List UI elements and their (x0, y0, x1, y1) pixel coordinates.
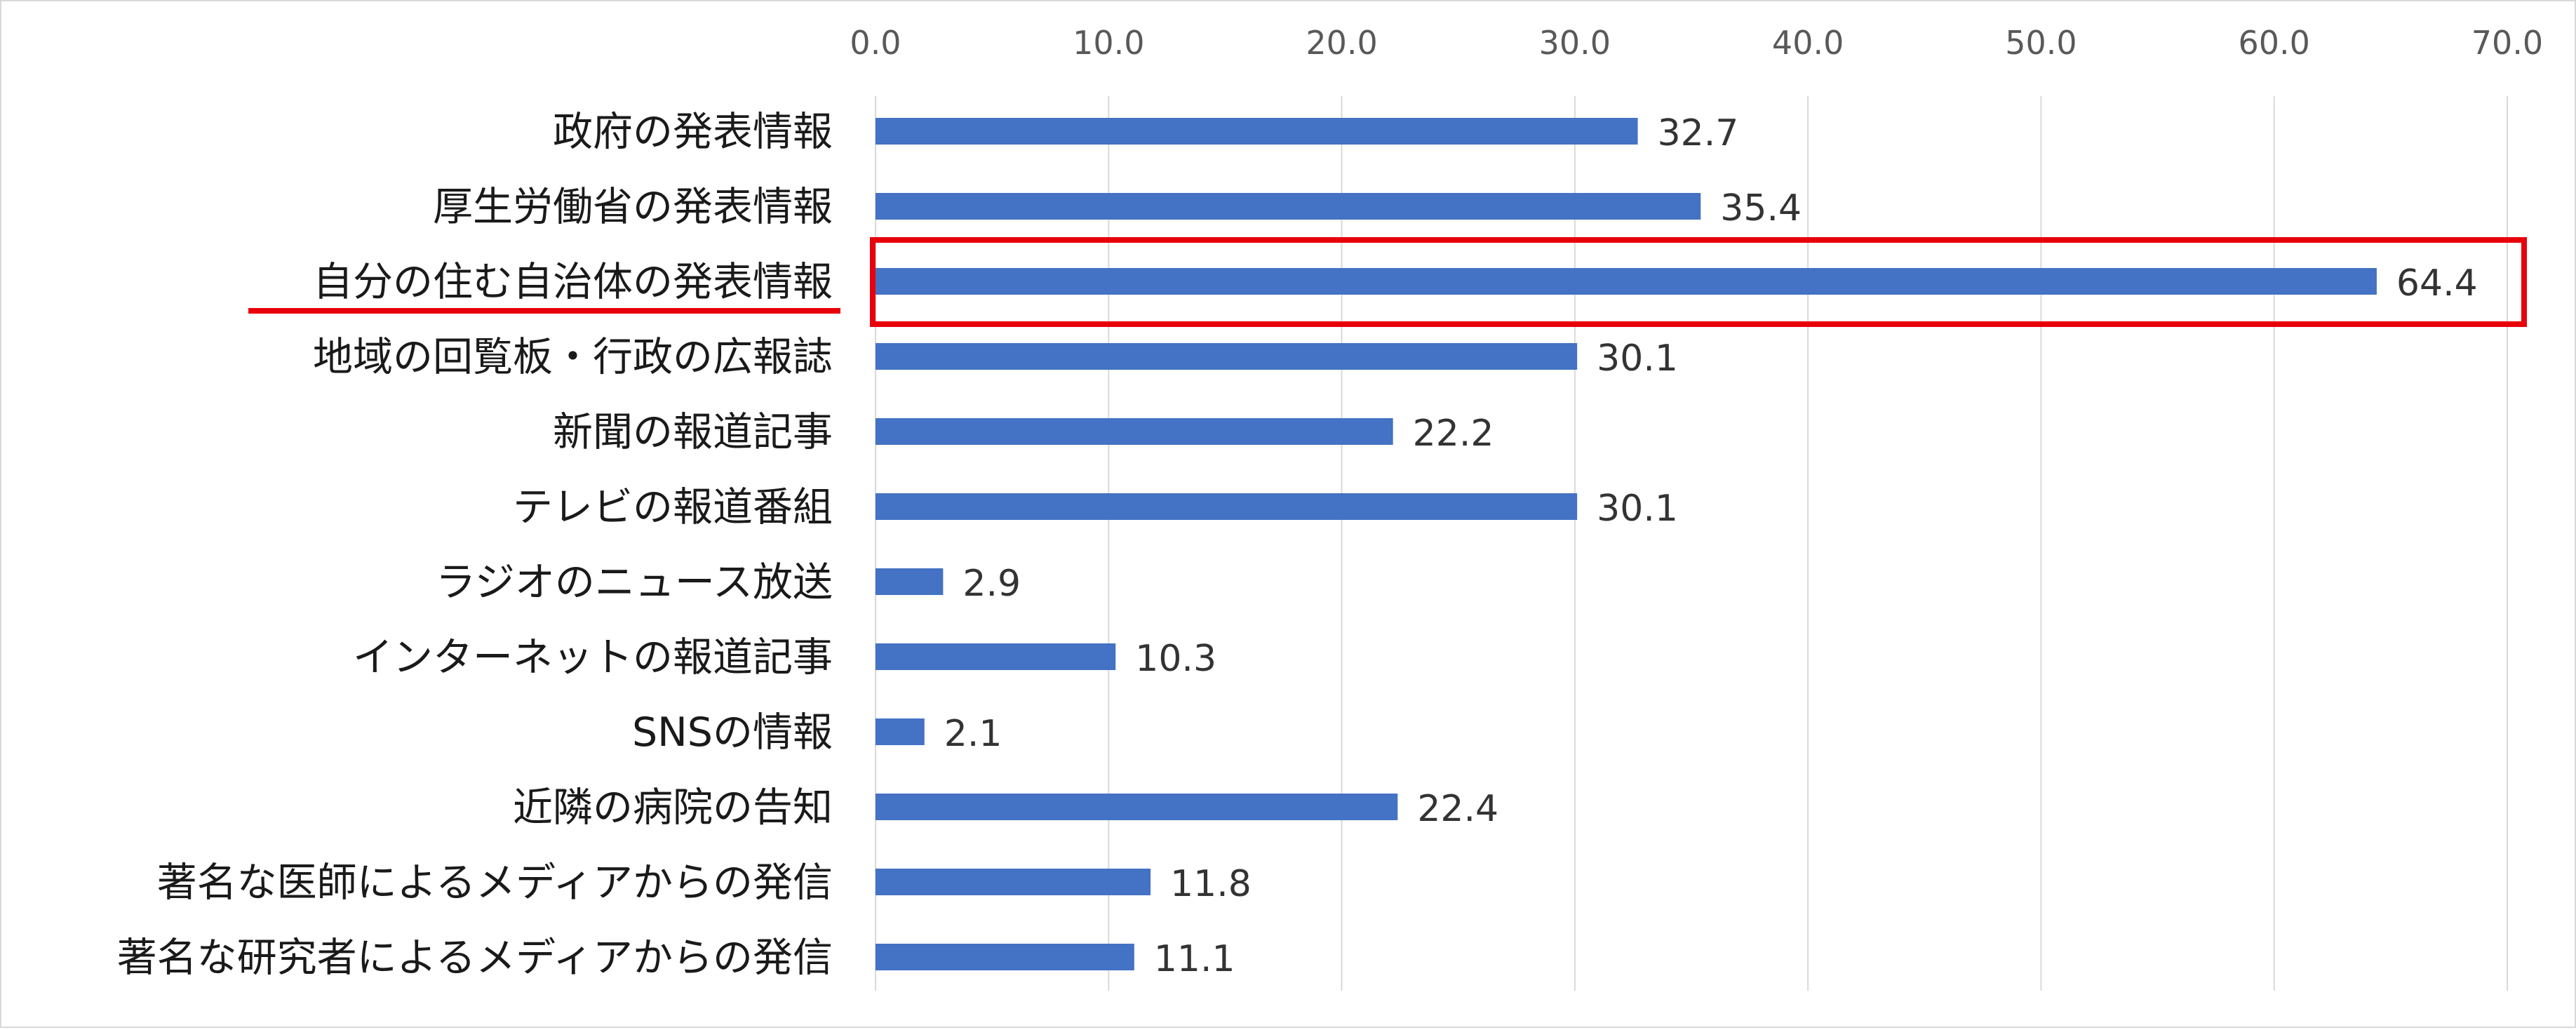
value-labels: 32.7 35.4 64.4 30.1 22.2 30.1 2.9 10.3 2.1 22.4 11… (944, 112, 2478, 980)
category-label: 自分の住む自治体の発表情報 (313, 259, 833, 305)
bars (876, 118, 2377, 970)
category-label: 地域の回覧板・行政の広報誌 (313, 334, 833, 380)
bar (876, 193, 1701, 220)
x-tick-label: 30.0 (1539, 24, 1611, 62)
value-label: 22.2 (1413, 413, 1494, 455)
category-label: 著名な研究者によるメディアからの発信 (117, 935, 833, 981)
value-label: 22.4 (1417, 788, 1498, 830)
x-axis-ticks: 0.0 10.0 20.0 30.0 40.0 50.0 60.0 70.0 (850, 24, 2543, 62)
value-label: 30.1 (1597, 488, 1678, 530)
x-tick-label: 0.0 (850, 24, 901, 62)
value-label: 11.8 (1170, 863, 1252, 905)
value-label: 2.1 (944, 713, 1002, 755)
gridlines (875, 96, 2508, 991)
category-label: テレビの報道番組 (513, 484, 833, 530)
category-label: 近隣の病院の告知 (513, 784, 833, 831)
highlight-box (870, 237, 2527, 327)
bar (876, 568, 944, 595)
value-label: 35.4 (1720, 187, 1802, 229)
value-label: 11.1 (1154, 938, 1235, 980)
x-tick-label: 10.0 (1073, 24, 1144, 62)
category-label: SNSの情報 (632, 709, 833, 756)
highlight-annotation (248, 237, 2527, 327)
x-tick-label: 40.0 (1772, 24, 1844, 62)
bar (876, 493, 1578, 520)
bar (876, 718, 925, 745)
bar (876, 643, 1116, 670)
category-labels: 政府の発表情報厚生労働省の発表情報自分の住む自治体の発表情報地域の回覧板・行政の… (117, 109, 833, 981)
value-label: 64.4 (2396, 262, 2478, 305)
category-label: 新聞の報道記事 (553, 409, 833, 455)
x-tick-label: 60.0 (2239, 24, 2310, 62)
bar (876, 343, 1578, 370)
category-label: 著名な医師によるメディアからの発信 (157, 860, 833, 906)
x-tick-label: 70.0 (2471, 24, 2543, 62)
x-tick-label: 50.0 (2005, 24, 2077, 62)
bar (876, 944, 1134, 970)
category-label: ラジオのニュース放送 (436, 559, 833, 606)
bar (876, 418, 1393, 445)
bar (876, 268, 2377, 295)
category-label: 政府の発表情報 (553, 109, 833, 155)
bar (876, 118, 1638, 145)
value-label: 32.7 (1658, 112, 1739, 154)
value-label: 2.9 (962, 563, 1021, 605)
x-tick-label: 20.0 (1306, 24, 1377, 62)
value-label: 30.1 (1597, 337, 1678, 380)
category-label: 厚生労働省の発表情報 (433, 184, 833, 230)
bar (876, 869, 1151, 895)
bar (876, 794, 1398, 820)
value-label: 10.3 (1135, 638, 1216, 680)
category-label: インターネットの報道記事 (353, 634, 833, 681)
